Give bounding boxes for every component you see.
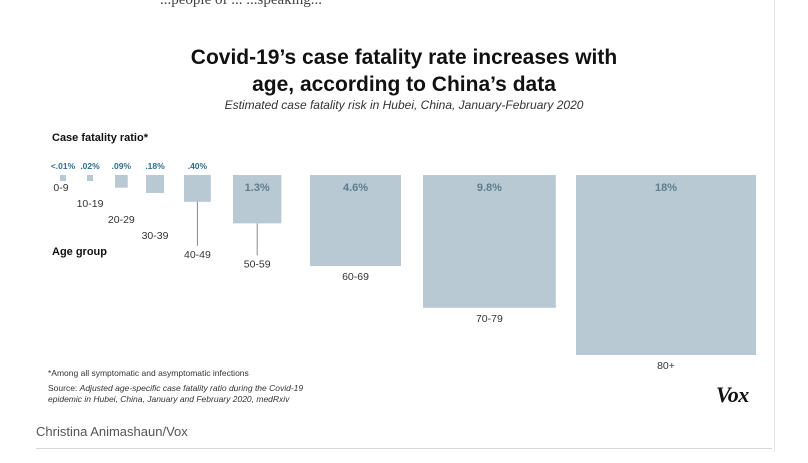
source-line-2: epidemic in Hubei, China, January and Fe… bbox=[48, 394, 303, 405]
value-label-80+: 18% bbox=[655, 182, 677, 194]
footnote: *Among all symptomatic and asymptomatic … bbox=[48, 368, 249, 378]
category-label-40-49: 40-49 bbox=[184, 249, 211, 261]
source-prefix: Source: bbox=[48, 383, 80, 393]
category-label-30-39: 30-39 bbox=[142, 230, 169, 242]
value-label-0-9: <.01% bbox=[51, 161, 76, 171]
value-axis-label: Case fatality ratio* bbox=[52, 132, 148, 144]
chart-subtitle: Estimated case fatality risk in Hubei, C… bbox=[224, 98, 584, 112]
bar-40-49 bbox=[184, 175, 211, 202]
bar-20-29 bbox=[115, 175, 128, 188]
bar-60-69 bbox=[310, 175, 401, 266]
value-label-70-79: 9.8% bbox=[477, 182, 502, 194]
category-axis-label: Age group bbox=[52, 246, 107, 258]
value-label-60-69: 4.6% bbox=[343, 182, 368, 194]
value-label-10-19: .02% bbox=[80, 161, 100, 171]
category-label-50-59: 50-59 bbox=[244, 258, 271, 270]
value-label-30-39: .18% bbox=[145, 161, 165, 171]
source-text-1: Adjusted age-specific case fatality rati… bbox=[79, 383, 304, 393]
value-label-40-49: .40% bbox=[188, 161, 208, 171]
source-line-1: Source: Adjusted age-specific case fatal… bbox=[48, 383, 303, 394]
divider bbox=[36, 448, 772, 449]
bar-0-9 bbox=[60, 175, 66, 181]
image-credit: Christina Animashaun/Vox bbox=[36, 424, 188, 439]
chart-title: Covid-19’s case fatality rate increases … bbox=[0, 44, 808, 98]
bar-80+ bbox=[576, 175, 756, 355]
chart-title-line-1: Covid-19’s case fatality rate increases … bbox=[190, 46, 618, 69]
source-text-2: epidemic in Hubei, China, January and Fe… bbox=[48, 394, 290, 404]
category-label-20-29: 20-29 bbox=[108, 214, 135, 226]
truncated-header-text: ...people of ... ...speaking... bbox=[160, 0, 323, 8]
category-label-80+: 80+ bbox=[657, 360, 675, 372]
category-label-60-69: 60-69 bbox=[342, 271, 369, 283]
category-label-10-19: 10-19 bbox=[77, 198, 104, 210]
value-label-50-59: 1.3% bbox=[245, 182, 270, 194]
bar-30-39 bbox=[146, 175, 164, 193]
bar-50-59 bbox=[233, 175, 282, 224]
value-label-20-29: .09% bbox=[112, 161, 132, 171]
source-note: Source: Adjusted age-specific case fatal… bbox=[48, 383, 303, 405]
vox-logo: Vox bbox=[716, 382, 749, 407]
category-label-70-79: 70-79 bbox=[476, 313, 503, 325]
bar-70-79 bbox=[423, 175, 556, 308]
bar-10-19 bbox=[87, 175, 93, 181]
chart-title-line-2: age, according to China’s data bbox=[252, 73, 556, 96]
card-edge bbox=[774, 0, 775, 452]
category-label-0-9: 0-9 bbox=[53, 182, 68, 194]
